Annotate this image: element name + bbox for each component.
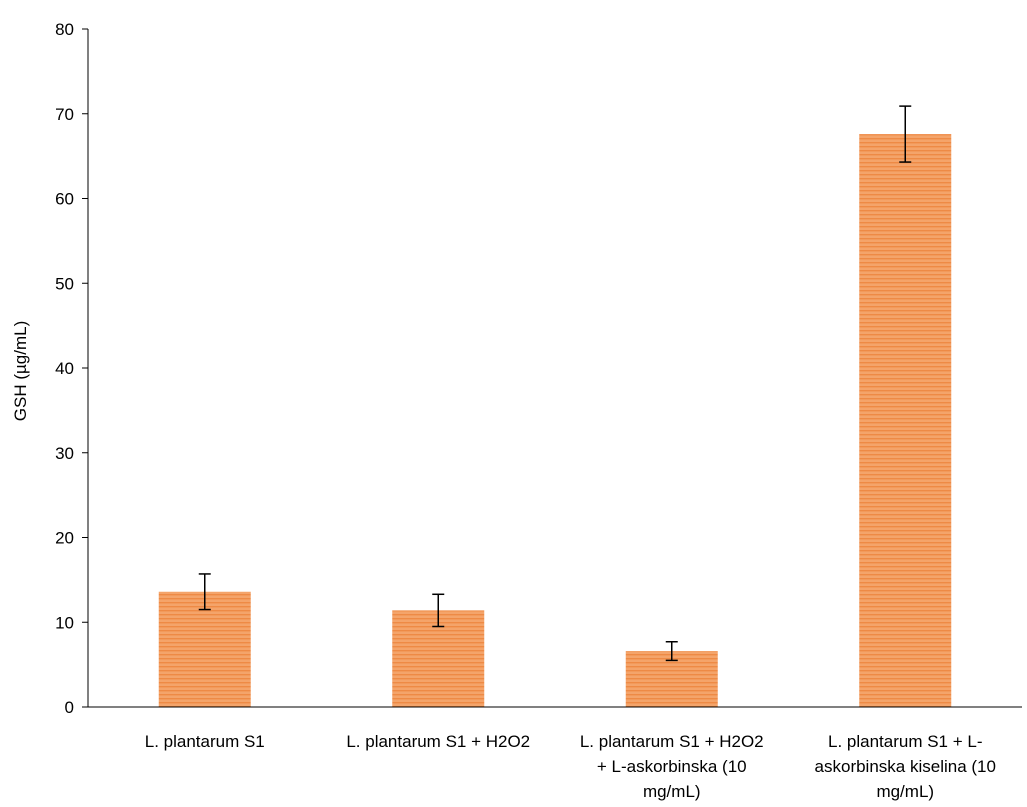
y-tick-label: 70 — [55, 105, 74, 124]
x-category-label-line: askorbinska kiselina (10 — [815, 757, 996, 776]
axes — [87, 29, 1022, 708]
y-tick-label: 30 — [55, 444, 74, 463]
y-axis-title: GSH (µg/mL) — [11, 321, 30, 421]
x-category-label-line: L. plantarum S1 + H2O2 — [346, 732, 530, 751]
bar — [158, 591, 251, 707]
y-tick-label: 20 — [55, 529, 74, 548]
x-category-label-line: L. plantarum S1 + H2O2 — [580, 732, 764, 751]
bar — [859, 134, 952, 708]
y-tick-label: 60 — [55, 190, 74, 209]
x-category-label-line: L. plantarum S1 — [145, 732, 265, 751]
y-tick-label: 50 — [55, 274, 74, 293]
x-category-label: L. plantarum S1 + H2O2 + L-askorbinska (1… — [580, 732, 764, 801]
x-category-label: L. plantarum S1 + H2O2 — [346, 732, 530, 751]
bars — [158, 134, 952, 708]
y-tick-label: 80 — [55, 20, 74, 39]
y-axis-ticks: 0 10 20 30 40 50 60 70 80 — [55, 20, 88, 717]
error-bars — [198, 105, 912, 662]
x-category-label-line: L. plantarum S1 + L- — [828, 732, 983, 751]
y-tick-label: 40 — [55, 359, 74, 378]
x-category-label-line: mg/mL) — [876, 782, 934, 801]
y-tick-label: 0 — [65, 698, 74, 717]
x-category-label-line: mg/mL) — [643, 782, 701, 801]
x-axis-category-labels: L. plantarum S1 L. plantarum S1 + H2O2 L. … — [145, 732, 996, 801]
x-category-label-line: + L-askorbinska (10 — [597, 757, 747, 776]
x-category-label: L. plantarum S1 + L-askorbinska kiselina… — [815, 732, 996, 801]
x-category-label: L. plantarum S1 — [145, 732, 265, 751]
y-tick-label: 10 — [55, 613, 74, 632]
